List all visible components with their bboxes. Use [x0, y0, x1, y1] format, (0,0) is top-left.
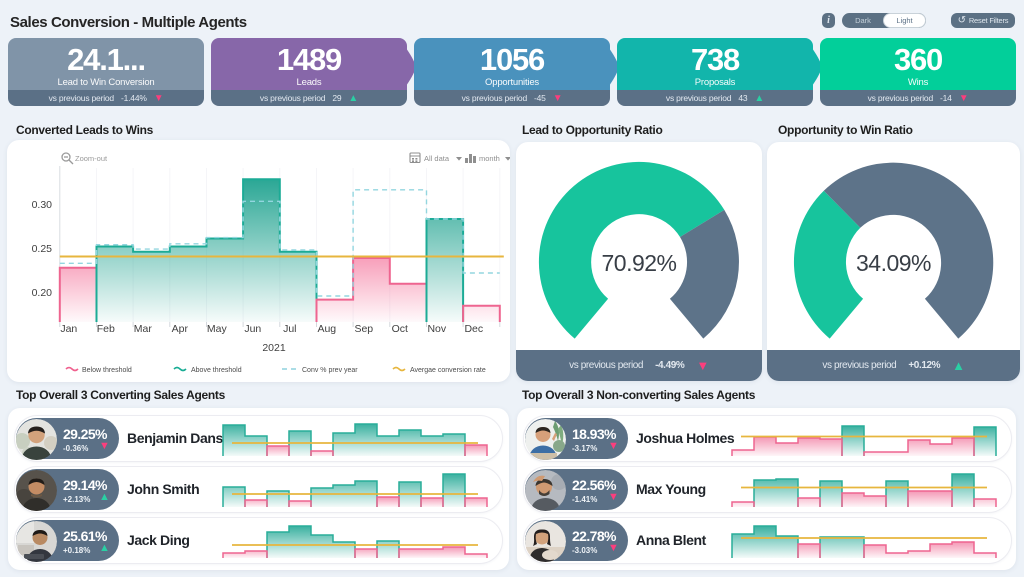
svg-text:Above threshold: Above threshold: [191, 367, 242, 374]
svg-text:0.30: 0.30: [32, 199, 53, 211]
svg-text:Zoom-out: Zoom-out: [75, 154, 108, 163]
svg-text:Oct: Oct: [392, 323, 408, 335]
svg-text:May: May: [207, 323, 228, 335]
svg-text:Dec: Dec: [464, 323, 483, 335]
svg-text:Jan: Jan: [60, 323, 77, 335]
svg-text:Avergae conversion rate: Avergae conversion rate: [410, 367, 486, 374]
svg-text:Conv % prev year: Conv % prev year: [302, 367, 358, 374]
svg-text:month: month: [479, 154, 500, 163]
svg-text:Below threshold: Below threshold: [82, 367, 132, 374]
svg-text:Aug: Aug: [317, 323, 336, 335]
svg-text:All data: All data: [424, 154, 450, 163]
svg-text:Feb: Feb: [97, 323, 115, 335]
svg-text:Mar: Mar: [134, 323, 153, 335]
svg-text:Apr: Apr: [172, 323, 189, 335]
svg-text:Nov: Nov: [427, 323, 446, 335]
svg-text:0.20: 0.20: [32, 287, 53, 299]
svg-text:Sep: Sep: [354, 323, 373, 335]
svg-text:0.25: 0.25: [32, 243, 53, 255]
svg-text:Jun: Jun: [244, 323, 261, 335]
svg-text:2021: 2021: [262, 342, 286, 354]
svg-text:Jul: Jul: [283, 323, 296, 335]
